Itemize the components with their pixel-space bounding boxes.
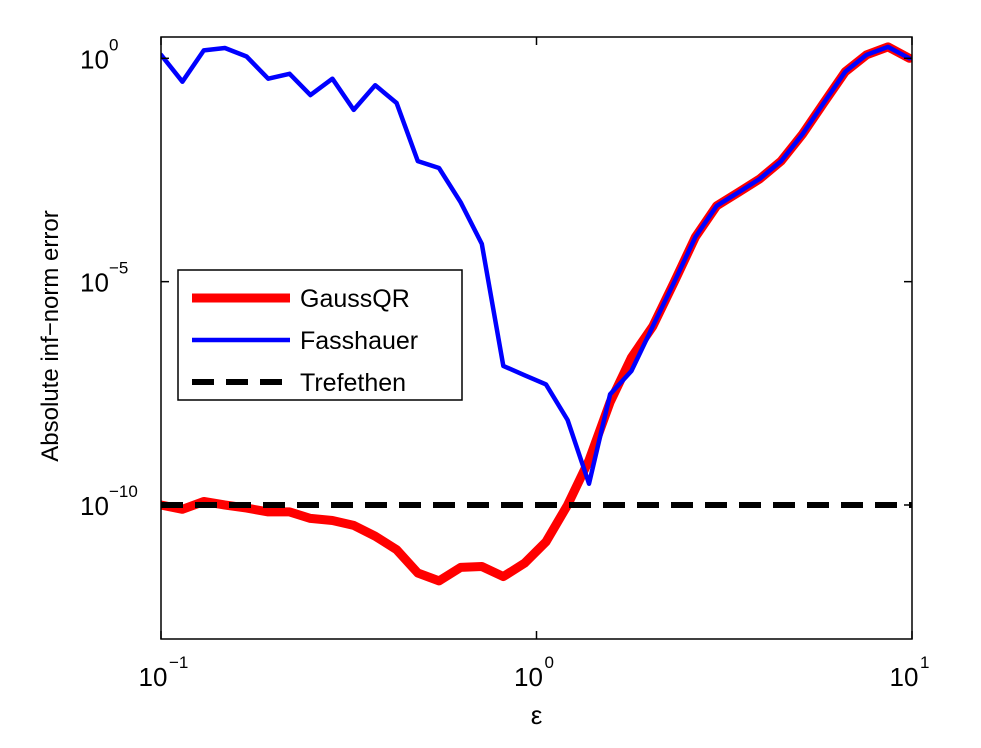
y-tick-label: 10 −5: [80, 259, 128, 298]
y-tick-label: 10 0: [80, 35, 118, 74]
y-tick-label-exp: 0: [109, 35, 118, 54]
y-tick-label-exp: −5: [109, 259, 128, 278]
y-tick-label-base: 10: [80, 268, 109, 298]
x-tick-label-base: 10: [139, 662, 168, 692]
x-tick-label-base: 10: [890, 662, 919, 692]
legend: GaussQR Fasshauer Trefethen: [177, 269, 463, 401]
x-tick-label: 10 −1: [139, 653, 189, 692]
y-tick-label-base: 10: [80, 491, 109, 521]
y-tick-label-base: 10: [80, 44, 109, 74]
x-tick-label-exp: −1: [169, 653, 188, 672]
y-tick-label: 10 −10: [80, 482, 138, 521]
x-tick-label-exp: 0: [545, 653, 554, 672]
legend-label-trefethen: Trefethen: [300, 369, 406, 397]
x-axis-label: ε: [531, 700, 543, 730]
x-tick-label: 10 1: [890, 653, 930, 692]
legend-box: [177, 269, 463, 401]
series-layer: [161, 42, 912, 586]
x-tick-label: 10 0: [514, 653, 554, 692]
y-axis-label: Absolute inf−norm error: [37, 210, 64, 461]
series-line-fasshauer: [161, 44, 912, 486]
y-tick-label-exp: −10: [109, 482, 138, 501]
x-tick-label-base: 10: [514, 662, 543, 692]
x-tick-label-exp: 1: [920, 653, 929, 672]
legend-label-gaussqr: GaussQR: [300, 285, 410, 313]
legend-label-fasshauer: Fasshauer: [300, 327, 418, 355]
